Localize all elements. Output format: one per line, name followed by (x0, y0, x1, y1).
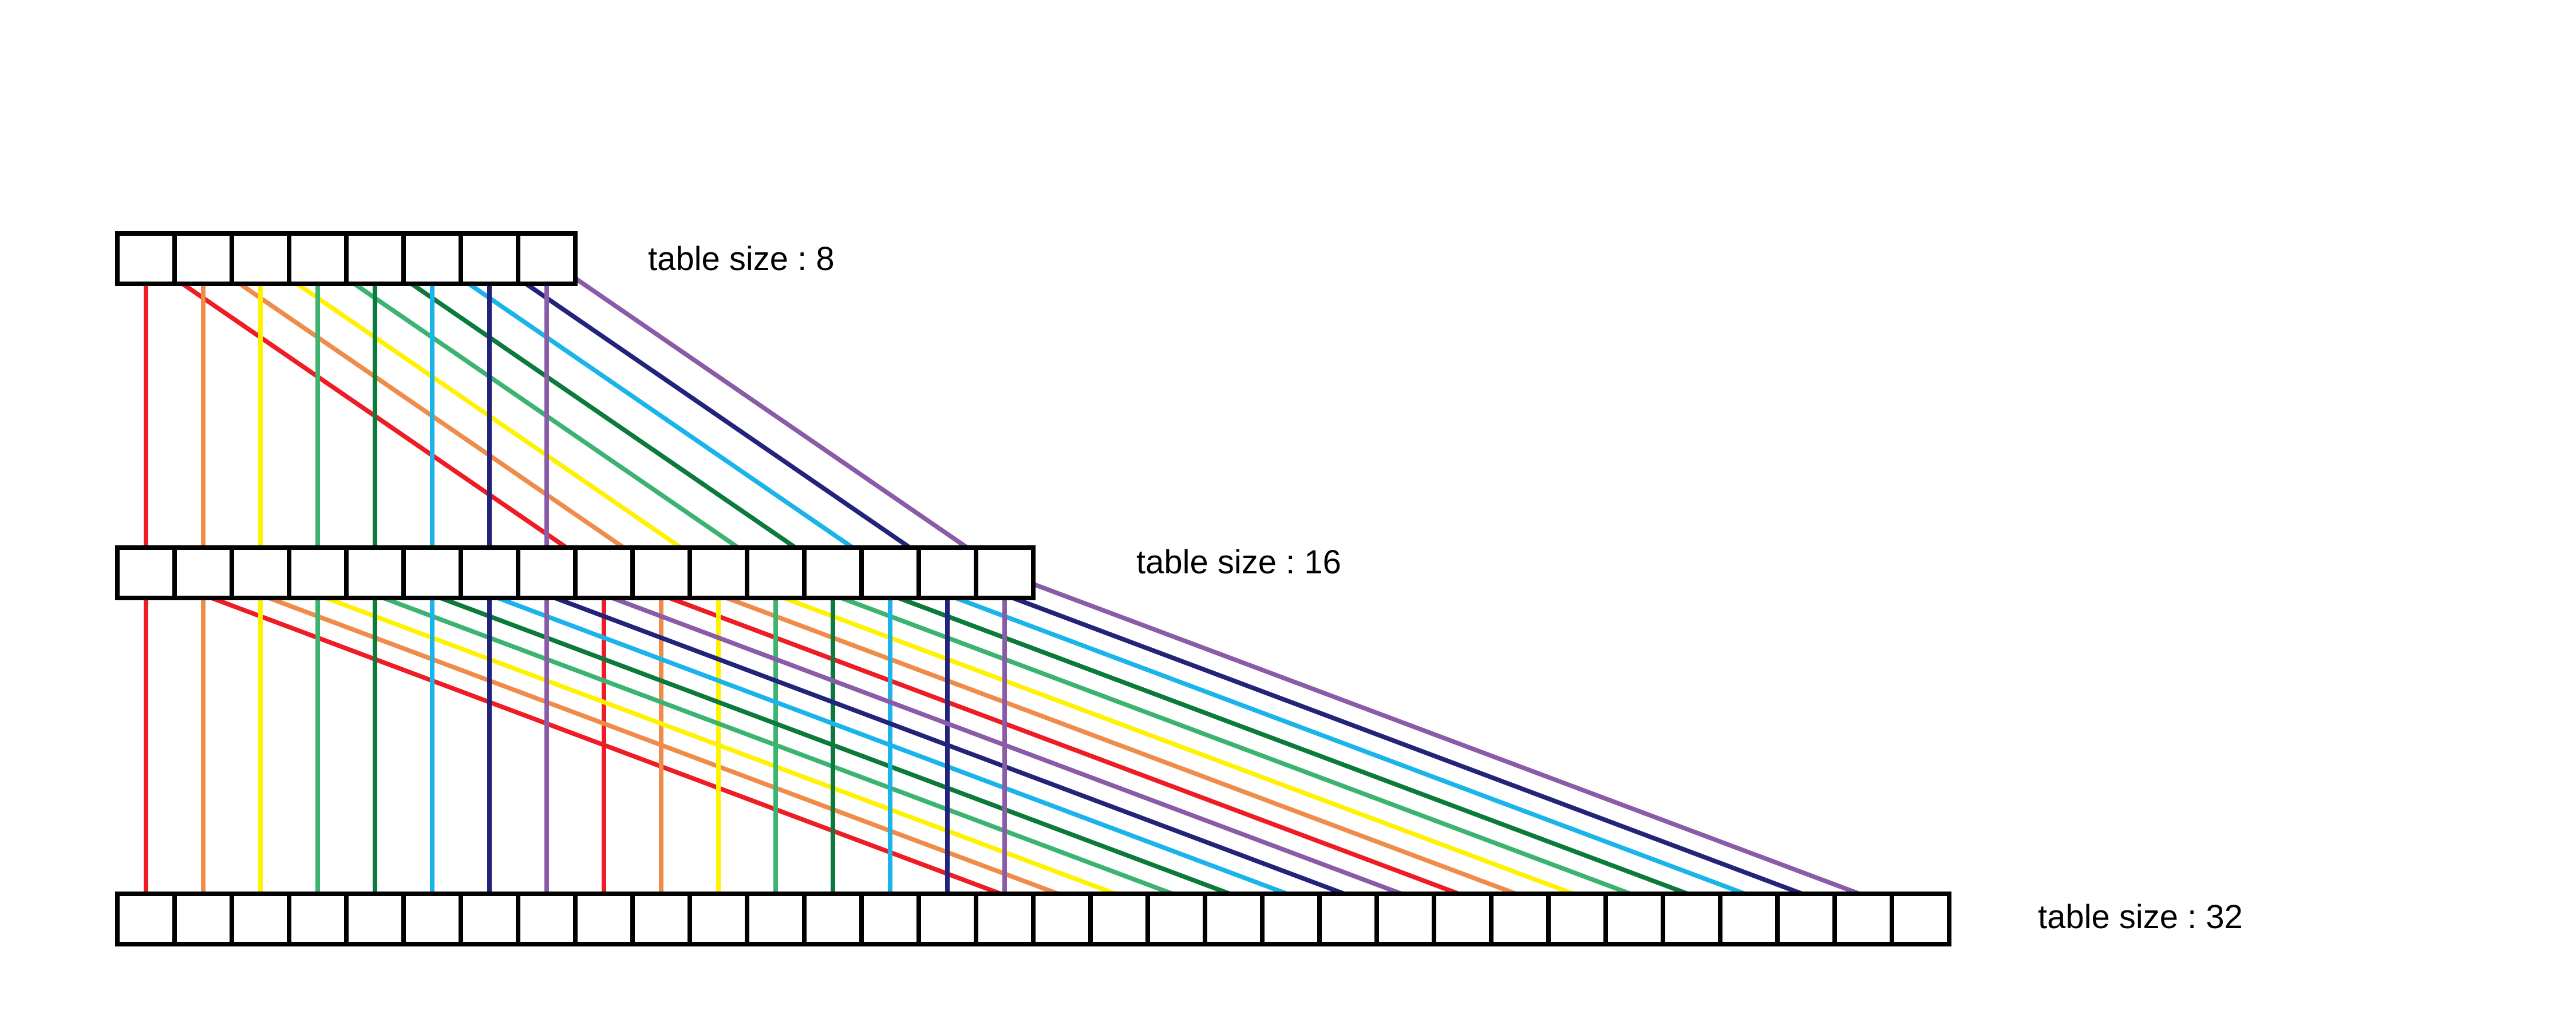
table-32-cell (1088, 892, 1150, 946)
table-32-cell (859, 892, 921, 946)
table-32-cell (1890, 892, 1951, 946)
table-32-cell (115, 892, 177, 946)
table-16-cell (516, 545, 578, 600)
table-size-8 (115, 231, 578, 286)
table-16-label: table size : 16 (1136, 544, 1341, 581)
table-16-cell (573, 545, 635, 600)
table-16-cell (974, 545, 1036, 600)
table-32-cell (802, 892, 864, 946)
table-16-cell (287, 545, 349, 600)
table-16-cell (630, 545, 692, 600)
table-16-cell (172, 545, 234, 600)
wire-8-to-16-diagonal (488, 256, 949, 576)
table-8-label: table size : 8 (648, 240, 835, 278)
table-8-cell (344, 231, 406, 286)
table-32-cell (1317, 892, 1379, 946)
wire-16-to-32-diagonal (603, 571, 1521, 919)
wire-8-to-16-diagonal (430, 256, 892, 576)
table-32-cell (1432, 892, 1494, 946)
table-32-label: table size : 32 (2038, 898, 2243, 936)
table-8-cell (172, 231, 234, 286)
table-8-cell (401, 231, 463, 286)
table-32-cell (172, 892, 234, 946)
table-32-cell (745, 892, 807, 946)
table-16-cell (688, 545, 749, 600)
table-8-cell (459, 231, 520, 286)
table-8-cell (287, 231, 349, 286)
table-32-cell (1603, 892, 1665, 946)
table-32-cell (1145, 892, 1207, 946)
wire-8-to-16-diagonal (545, 256, 1006, 576)
table-8-cell (230, 231, 291, 286)
table-32-cell (230, 892, 291, 946)
wire-16-to-32-diagonal (717, 571, 1635, 919)
table-32-cell (916, 892, 978, 946)
table-32-cell (1775, 892, 1837, 946)
table-16-cell (459, 545, 520, 600)
wire-16-to-32-diagonal (889, 571, 1807, 919)
table-32-cell (1203, 892, 1265, 946)
table-32-cell (1718, 892, 1780, 946)
table-32-cell (1489, 892, 1551, 946)
wire-8-to-16-diagonal (373, 256, 835, 576)
table-32-cell (1260, 892, 1322, 946)
table-32-cell (459, 892, 520, 946)
wire-16-to-32-diagonal (660, 571, 1578, 919)
table-32-cell (287, 892, 349, 946)
table-size-16 (115, 545, 1036, 600)
table-8-cell (516, 231, 578, 286)
wire-16-to-32-diagonal (775, 571, 1693, 919)
table-32-cell (1661, 892, 1722, 946)
table-32-cell (688, 892, 749, 946)
table-16-cell (745, 545, 807, 600)
table-16-cell (401, 545, 463, 600)
table-32-cell (1374, 892, 1436, 946)
wire-16-to-32-diagonal (946, 571, 1864, 919)
mapping-wires (144, 256, 1922, 919)
table-16-cell (344, 545, 406, 600)
table-size-32 (115, 892, 1951, 946)
table-16-cell (916, 545, 978, 600)
table-32-cell (344, 892, 406, 946)
wire-16-to-32-diagonal (1003, 571, 1922, 919)
table-32-cell (630, 892, 692, 946)
table-16-cell (230, 545, 291, 600)
table-32-cell (1546, 892, 1608, 946)
table-32-cell (1832, 892, 1894, 946)
table-8-cell (115, 231, 177, 286)
table-32-cell (974, 892, 1036, 946)
table-32-cell (1031, 892, 1093, 946)
table-16-cell (859, 545, 921, 600)
table-32-cell (573, 892, 635, 946)
table-32-cell (401, 892, 463, 946)
table-16-cell (802, 545, 864, 600)
table-32-cell (516, 892, 578, 946)
wire-16-to-32-diagonal (832, 571, 1750, 919)
table-16-cell (115, 545, 177, 600)
